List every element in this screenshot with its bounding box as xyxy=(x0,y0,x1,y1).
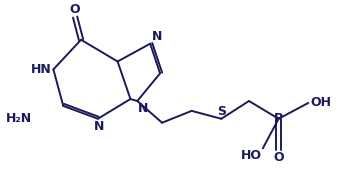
Text: OH: OH xyxy=(310,96,331,110)
Text: N: N xyxy=(94,120,104,133)
Text: P: P xyxy=(274,112,283,125)
Text: H₂N: H₂N xyxy=(6,112,32,125)
Text: O: O xyxy=(273,151,284,164)
Text: O: O xyxy=(70,3,80,16)
Text: N: N xyxy=(152,30,163,43)
Text: HN: HN xyxy=(31,63,51,76)
Text: N: N xyxy=(138,102,149,115)
Text: S: S xyxy=(217,105,226,118)
Text: HO: HO xyxy=(241,149,262,162)
